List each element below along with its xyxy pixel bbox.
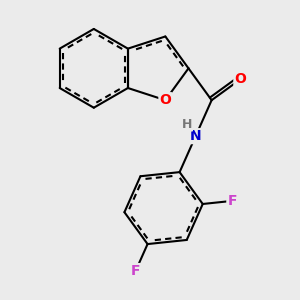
Text: F: F [227, 194, 237, 208]
Text: H: H [182, 118, 192, 130]
Text: O: O [159, 93, 171, 107]
Text: N: N [190, 129, 201, 143]
Text: F: F [131, 264, 140, 278]
Text: O: O [234, 72, 246, 86]
